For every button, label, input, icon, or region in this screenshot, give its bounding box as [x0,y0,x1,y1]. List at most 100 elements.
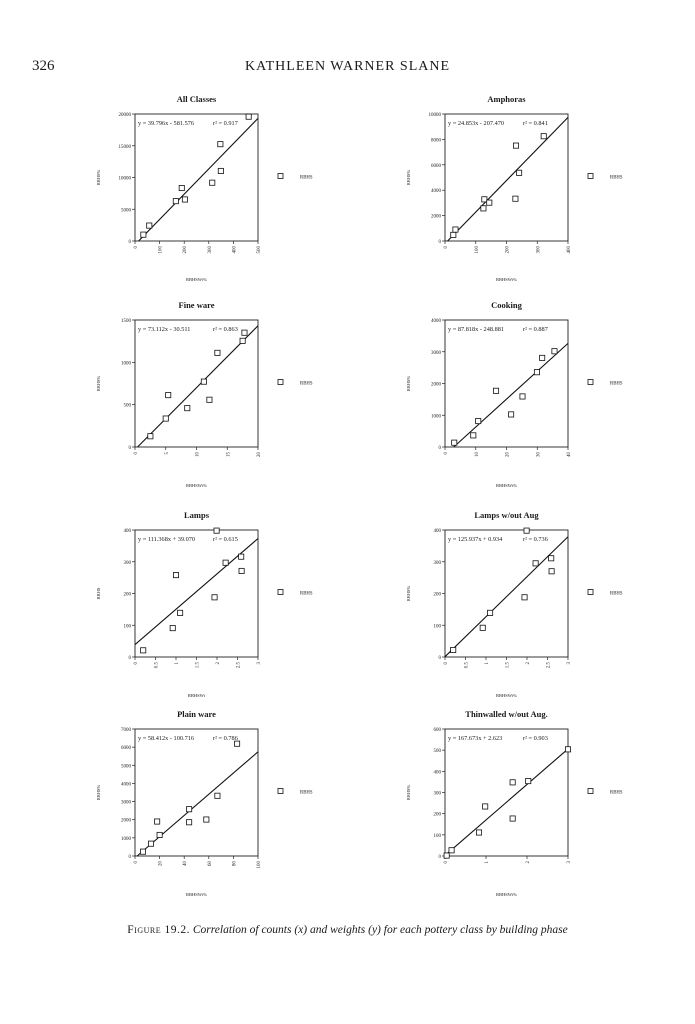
data-point [548,568,555,575]
data-point [476,829,483,836]
x-tick-label: 0 [444,861,449,864]
chart-title: Thinwalled w/out Aug. [465,709,547,719]
x-axis-label: RBHSWt% [496,483,517,488]
data-point [448,847,455,854]
y-tick-label: 0 [439,240,442,245]
x-axis-label: RBHSWt% [496,277,517,282]
data-point [450,647,457,654]
data-point [186,819,193,826]
data-point [540,133,547,140]
regression-equation: y = 167.673x + 2.623 [448,735,502,742]
x-tick-label: 400 [567,246,572,254]
x-tick-label: 20 [257,452,262,458]
y-tick-label: 0 [129,855,132,860]
data-point [178,185,185,192]
legend-label: RBHS [300,382,313,387]
data-point [156,831,163,838]
x-tick-label: 30 [536,452,541,458]
data-point [165,392,172,399]
x-tick-label: 10 [475,452,480,458]
regression-equation: y = 87.818x - 248.881 [448,326,504,333]
data-point [241,329,248,336]
y-tick-label: 15000 [119,145,132,150]
r-squared: r² = 0.917 [213,120,238,127]
y-tick-label: 8000 [431,138,442,143]
data-point [146,222,153,229]
scatter-chart: Thinwalled w/out Aug. 0 100 200 300 400 500 600… [406,709,623,897]
y-tick-label: 0 [129,240,132,245]
data-point [169,625,176,632]
scatter-chart: Lamps 0 100 200 300 400 0 0.5 1 1.5 2 2.5 3 y = 111.3… [96,510,313,698]
plot-frame [444,113,569,242]
data-point [525,778,532,785]
data-point [140,647,147,654]
y-tick-label: 0 [439,446,442,451]
y-tick-label: 500 [434,749,442,754]
regression-line [444,536,569,658]
y-tick-label: 6000 [431,164,442,169]
y-axis-label: RBHS% [96,170,101,186]
y-tick-label: 1000 [121,361,132,366]
data-point [475,418,482,425]
scatter-chart: Amphoras 0 2000 4000 6000 8000 10000 0 100 200 300… [406,94,623,282]
page-number: 326 [32,58,55,74]
regression-equation: y = 39.796x - 581.576 [138,120,194,127]
x-tick-label: 100 [475,246,480,254]
legend-label: RBHS [610,176,623,181]
x-tick-label: 2.5 [547,662,552,669]
x-tick-label: 0.5 [465,662,470,669]
data-point [213,527,220,534]
y-axis-label: RBHS% [96,376,101,392]
y-tick-label: 300 [124,561,132,566]
y-axis-label: RBHS% [406,170,411,186]
scatter-chart: All Classes 0 5000 10000 15000 20000 0 100 200 30… [96,94,313,282]
data-point [486,199,493,206]
scatter-chart: Lamps w/out Aug 0 100 200 300 400 0 0.5 1 1.5 2 2.5… [406,510,623,698]
y-tick-label: 3000 [431,351,442,356]
data-point [184,405,191,412]
legend-label: RBHS [300,791,313,796]
chart-title: Amphoras [487,94,526,104]
y-axis-label: RBHS% [96,785,101,801]
data-point [509,815,516,822]
x-axis-label: RBHSWt% [186,483,207,488]
regression-line [447,116,569,242]
y-tick-label: 100 [124,624,132,629]
legend-label: RBHS [610,592,623,597]
data-point [186,806,193,813]
data-point [548,555,555,562]
y-tick-label: 5000 [121,764,132,769]
legend-label: RBHS [610,791,623,796]
y-tick-label: 300 [434,561,442,566]
data-point [450,231,457,238]
x-tick-label: 0 [444,246,449,249]
data-point [147,433,154,440]
data-point [177,609,184,616]
regression-line [138,117,259,242]
legend-marker [277,788,284,794]
x-tick-label: 0 [134,662,139,665]
x-tick-label: 3 [257,662,262,665]
y-axis-label: RBHS [96,587,101,599]
x-axis-label: RBHSWt% [496,693,517,698]
data-point [565,746,572,753]
x-tick-label: 400 [232,246,237,254]
x-tick-label: 0 [134,861,139,864]
legend-marker [277,589,284,595]
regression-equation: y = 58.412x - 100.716 [138,735,194,742]
data-point [147,840,154,847]
x-tick-label: 1.5 [196,662,201,669]
data-point [481,196,488,203]
data-point [480,205,487,212]
data-point [234,740,241,747]
legend-marker [277,379,284,385]
data-point [214,349,221,356]
data-point [443,852,450,859]
y-tick-label: 1500 [121,319,132,324]
chart-title: Lamps w/out Aug [474,510,539,520]
regression-line [136,751,259,857]
x-tick-label: 1.5 [506,662,511,669]
r-squared: r² = 0.615 [213,536,238,543]
regression-line [453,342,569,448]
